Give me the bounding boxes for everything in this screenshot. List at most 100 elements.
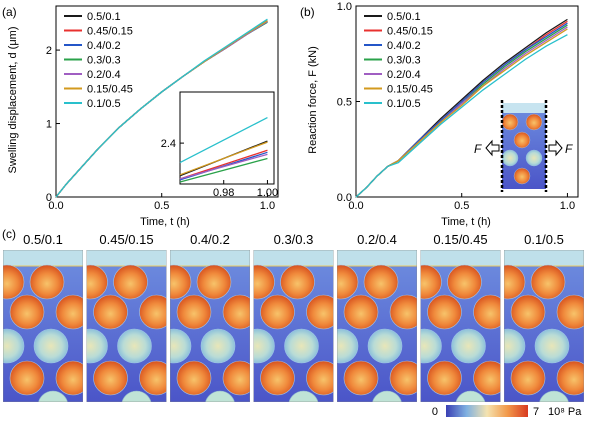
colorbar-gradient: [446, 405, 528, 417]
heatmap-particle: [451, 328, 486, 364]
heatmap-particle: [530, 264, 566, 300]
heatmap-label: 0.4/0.2: [190, 232, 230, 247]
chart-a-legend-label: 0.1/0.5: [87, 98, 121, 110]
chart-b-xtick-label: 0.5: [454, 200, 469, 212]
panel-label-b: (b): [300, 5, 315, 19]
heatmap-particle: [93, 294, 128, 330]
chart-a-legend-label: 0.4/0.2: [87, 40, 121, 52]
chart-a-axes-frame: [55, 5, 279, 198]
heatmap-particle: [306, 294, 334, 330]
chart-b-reaction-force: 0.0 0.5 1.0 0.0 0.5 1.0 0.5/0.1 0.45/0.15 0.4/0.…: [337, 1, 579, 212]
chart-b-legend-label: 0.1/0.5: [387, 98, 421, 110]
chart-b-xlabel: Time, t (h): [441, 216, 491, 228]
heatmap-label: 0.45/0.15: [99, 232, 153, 247]
heatmap-particle: [196, 264, 232, 300]
heatmap-top-layer: [337, 250, 417, 266]
chart-b-legend-label: 0.5/0.1: [387, 11, 421, 23]
force-label-left: F: [474, 142, 482, 156]
heatmap-particle: [29, 264, 65, 300]
heatmap-tile: [86, 250, 167, 402]
heatmap-tile: [170, 250, 250, 402]
heatmap-particle: [280, 264, 315, 300]
heatmap-particle: [55, 294, 83, 330]
heatmap-particle: [200, 328, 236, 364]
heatmap-top-layer: [170, 250, 250, 266]
heatmap-particle-bottom: [121, 390, 152, 402]
inset-xtick-label: 0.98: [213, 187, 234, 199]
stress-heatmap-row: 0.5/0.1 0.45/0.15 0.4/0.2 0.3/0.3 0.2/0.4 0.1…: [3, 232, 584, 402]
heatmap-particle: [337, 328, 359, 364]
chart-a-series-line: [55, 18, 268, 198]
heatmap-particle: [473, 294, 501, 330]
chart-b-legend-label: 0.45/0.15: [387, 26, 433, 38]
heatmap-tile: [253, 250, 334, 402]
chart-b-xtick-label: 0.0: [348, 200, 363, 212]
chart-a-ytick-label: 2: [46, 45, 52, 57]
heatmap-particle: [117, 328, 152, 364]
heatmap-particle: [113, 264, 148, 300]
heatmap-top-layer: [420, 250, 501, 266]
heatmap-particle: [260, 294, 295, 330]
right-arrow-icon: [548, 139, 563, 157]
heatmap-particle: [86, 264, 108, 300]
heatmap-particle: [447, 264, 482, 300]
chart-a-ylabel: Swelling displacement, d (μm): [7, 27, 19, 174]
chart-a-xlabel: Time, t (h): [140, 216, 190, 228]
heatmap-tile: [420, 250, 501, 402]
heatmap-particle: [504, 328, 526, 364]
heatmap-particle: [504, 264, 526, 300]
heatmap-label: 0.2/0.4: [357, 232, 397, 247]
heatmap-particle: [534, 328, 570, 364]
specimen-schematic: F F: [474, 100, 573, 192]
chart-b-legend-label: 0.2/0.4: [387, 69, 421, 81]
heatmap-particle: [389, 294, 417, 330]
heatmap-particle: [306, 360, 334, 396]
heatmap-label: 0.1/0.5: [524, 232, 564, 247]
heatmap-particle: [9, 360, 45, 396]
heatmap-particle: [556, 360, 584, 396]
chart-a-ytick-label: 1: [46, 119, 52, 131]
chart-b-legend-label: 0.3/0.3: [387, 55, 421, 67]
heatmap-particle: [86, 328, 108, 364]
heatmap-particle: [93, 360, 128, 396]
heatmap-particle-bottom: [205, 390, 235, 402]
force-label-right: F: [565, 142, 573, 156]
heatmap-particle: [3, 264, 25, 300]
heatmap-particle-bottom: [38, 390, 68, 402]
colorbar-unit: 10⁸ Pa: [548, 406, 582, 418]
heatmap-particle: [176, 294, 212, 330]
heatmap-particle: [556, 294, 584, 330]
heatmap-particle: [55, 360, 83, 396]
chart-b-legend-label: 0.15/0.45: [387, 84, 433, 96]
heatmap-particle: [284, 328, 319, 364]
inset-series-line: [179, 116, 268, 164]
chart-a-xtick-label: 0.0: [48, 200, 63, 212]
heatmap-particle: [222, 360, 250, 396]
chart-a-legend-label: 0.2/0.4: [87, 69, 121, 81]
chart-b-ytick-label: 0.0: [337, 192, 352, 204]
inset-series-line: [179, 157, 268, 183]
heatmap-particle: [343, 294, 379, 330]
inset-xtick-label: 1.00: [257, 187, 278, 199]
chart-a-swelling-displacement: 0.0 0.5 1.00120.5/0.10.45/0.150.4/0.20.3/0…: [46, 5, 279, 212]
heatmap-particle: [510, 360, 546, 396]
heatmap-top-layer: [253, 250, 334, 266]
heatmap-label: 0.5/0.1: [23, 232, 63, 247]
colorbar-max: 7: [533, 406, 539, 418]
colorbar: 0 7 10⁸ Pa: [432, 405, 582, 418]
heatmap-label: 0.15/0.45: [433, 232, 487, 247]
chart-b-xtick-label: 1.0: [560, 200, 575, 212]
chart-a-legend-label: 0.5/0.1: [87, 11, 121, 23]
heatmap-tile: [504, 250, 584, 402]
heatmap-top-layer: [86, 250, 167, 266]
heatmap-particle: [139, 360, 167, 396]
chart-b-ylabel: Reaction force, F (kN): [307, 46, 319, 154]
heatmap-label: 0.3/0.3: [274, 232, 314, 247]
heatmap-particle: [33, 328, 69, 364]
chart-b-ytick-label: 1.0: [337, 1, 352, 13]
heatmap-particle: [367, 328, 403, 364]
chart-a-legend-label: 0.45/0.15: [87, 26, 133, 38]
chart-b-series-line: [355, 34, 568, 198]
heatmap-particle: [176, 360, 212, 396]
